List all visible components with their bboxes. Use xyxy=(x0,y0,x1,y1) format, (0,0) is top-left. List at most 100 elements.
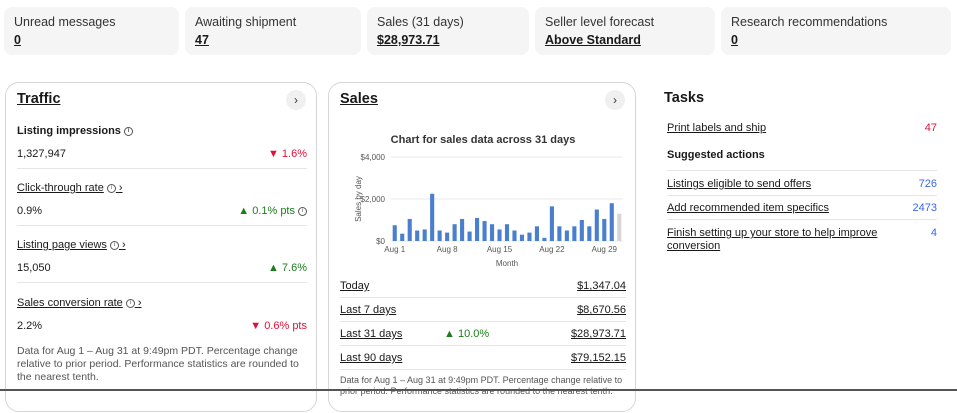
sales-title-link[interactable]: Sales xyxy=(340,91,378,107)
task-count: 2473 xyxy=(912,202,937,214)
chart-bar xyxy=(489,224,495,241)
task-link[interactable]: Listings eligible to send offers xyxy=(667,178,812,190)
summary-card-research-recommendations[interactable]: Research recommendations 0 xyxy=(721,7,951,55)
chart-bar xyxy=(549,206,554,241)
summary-value-link[interactable]: $28,973.71 xyxy=(377,33,440,47)
summary-card-awaiting-shipment[interactable]: Awaiting shipment 47 xyxy=(185,7,361,55)
chart-ytick-label: $0 xyxy=(376,237,385,246)
chart-bar xyxy=(519,234,525,241)
sales-period-link[interactable]: Last 31 days xyxy=(340,328,403,340)
sales-amount-link[interactable]: $1,347.04 xyxy=(577,280,626,292)
chart-bar xyxy=(594,209,599,241)
traffic-panel: Traffic › Listing impressions i 1,327,947… xyxy=(5,82,317,412)
divider xyxy=(667,219,937,220)
summary-card-seller-level[interactable]: Seller level forecast Above Standard xyxy=(535,7,715,55)
chart-bar xyxy=(504,224,510,241)
chart-bar xyxy=(609,203,614,241)
chart-xtick-label: Aug 15 xyxy=(487,245,513,254)
info-icon[interactable]: i xyxy=(106,183,116,193)
divider xyxy=(340,297,626,298)
sales-chart[interactable]: $4,000 $2,000 $0 Sales by day Aug 1 Aug 8 Aug … xyxy=(335,149,631,273)
chart-bar xyxy=(512,230,517,241)
chart-ytick-label: $2,000 xyxy=(361,195,386,204)
chevron-right-icon: › xyxy=(137,297,142,309)
summary-value-link[interactable]: 47 xyxy=(195,33,209,47)
metric-label-link[interactable]: Click-through rate i › xyxy=(17,182,123,194)
divider xyxy=(340,345,626,346)
chart-bar xyxy=(617,213,622,241)
sales-row-last-31-days[interactable]: Last 31 days ▲ 10.0% $28,973.71 xyxy=(340,327,626,341)
metric-label-link[interactable]: Sales conversion rate i › xyxy=(17,297,142,309)
chart-xtick-label: Aug 22 xyxy=(539,245,565,254)
chart-xtick-label: Aug 8 xyxy=(437,245,458,254)
info-icon[interactable]: i xyxy=(125,298,135,308)
chevron-right-icon: › xyxy=(121,239,126,251)
chart-bar xyxy=(557,226,562,241)
sales-row-last-90-days[interactable]: Last 90 days $79,152.15 xyxy=(340,351,626,365)
summary-bar: Unread messages 0 Awaiting shipment 47 S… xyxy=(0,0,957,62)
chart-bar xyxy=(482,221,487,241)
chart-bar xyxy=(527,232,532,241)
tasks-title: Tasks xyxy=(664,90,705,106)
chevron-right-icon[interactable]: › xyxy=(286,90,306,110)
chart-bar xyxy=(392,225,397,241)
metric-change-negative: ▼ 1.6% xyxy=(267,148,307,160)
task-count: 726 xyxy=(918,178,937,190)
chevron-right-icon[interactable]: › xyxy=(605,90,625,110)
task-send-offers[interactable]: Listings eligible to send offers 726 xyxy=(667,178,937,191)
sales-period-link[interactable]: Today xyxy=(340,280,370,292)
task-print-labels[interactable]: Print labels and ship 47 xyxy=(667,122,937,135)
metric-value: 1,327,947 xyxy=(17,148,66,160)
task-link[interactable]: Add recommended item specifics xyxy=(667,202,830,214)
summary-value-link[interactable]: Above Standard xyxy=(545,33,641,47)
divider xyxy=(667,195,937,196)
chart-bar xyxy=(579,220,584,241)
chart-title: Chart for sales data across 31 days xyxy=(390,134,576,146)
info-icon[interactable]: i xyxy=(109,240,119,250)
metric-click-through-rate[interactable]: Click-through rate i › 0.9% ▲ 0.1% pts i xyxy=(17,181,307,226)
divider xyxy=(17,225,307,226)
chart-bar xyxy=(400,233,405,241)
chart-bar xyxy=(460,218,465,241)
chart-bar xyxy=(422,229,427,241)
metric-label: Listing impressions i xyxy=(17,124,307,138)
divider xyxy=(17,168,307,169)
sales-amount-link[interactable]: $8,670.56 xyxy=(577,304,626,316)
info-icon[interactable]: i xyxy=(298,206,307,216)
summary-label: Awaiting shipment xyxy=(195,15,297,29)
metric-change-positive: ▲ 0.1% pts i xyxy=(238,204,307,218)
summary-card-sales-31-days[interactable]: Sales (31 days) $28,973.71 xyxy=(367,7,529,55)
chart-bar xyxy=(572,226,577,241)
suggested-actions-heading: Suggested actions xyxy=(667,149,765,161)
summary-card-unread-messages[interactable]: Unread messages 0 xyxy=(4,7,179,55)
metric-listing-page-views[interactable]: Listing page views i › 15,050 ▲ 7.6% xyxy=(17,238,307,283)
traffic-title-link[interactable]: Traffic xyxy=(17,91,61,107)
chart-bar xyxy=(437,230,442,241)
summary-label: Sales (31 days) xyxy=(377,15,464,29)
chart-ytick-label: $4,000 xyxy=(361,153,386,162)
sales-amount-link[interactable]: $79,152.15 xyxy=(570,352,626,364)
chart-xtick-label: Aug 1 xyxy=(384,245,405,254)
sales-row-last-7-days[interactable]: Last 7 days $8,670.56 xyxy=(340,303,626,317)
task-item-specifics[interactable]: Add recommended item specifics 2473 xyxy=(667,202,937,215)
sales-row-today[interactable]: Today $1,347.04 xyxy=(340,279,626,293)
chart-bar xyxy=(415,230,420,241)
task-link[interactable]: Finish setting up your store to help imp… xyxy=(667,227,878,252)
task-store-setup[interactable]: Finish setting up your store to help imp… xyxy=(667,227,937,253)
sales-period-link[interactable]: Last 90 days xyxy=(340,352,403,364)
metric-listing-impressions: Listing impressions i 1,327,947 ▼ 1.6% xyxy=(17,124,307,169)
sales-amount-link[interactable]: $28,973.71 xyxy=(570,328,626,340)
metric-sales-conversion-rate[interactable]: Sales conversion rate i › 2.2% ▼ 0.6% pts xyxy=(17,296,307,333)
sales-period-link[interactable]: Last 7 days xyxy=(340,304,397,316)
chart-xtick-label: Aug 29 xyxy=(592,245,618,254)
metric-label-link[interactable]: Listing page views i › xyxy=(17,239,126,251)
divider xyxy=(667,170,937,171)
summary-label: Research recommendations xyxy=(731,15,888,29)
chart-bar xyxy=(452,224,457,241)
info-icon[interactable]: i xyxy=(123,126,133,136)
task-link[interactable]: Print labels and ship xyxy=(667,122,767,134)
summary-value-link[interactable]: 0 xyxy=(731,33,738,47)
metric-change-positive: ▲ 7.6% xyxy=(267,262,307,274)
chart-bar xyxy=(564,230,569,241)
summary-value-link[interactable]: 0 xyxy=(14,33,21,47)
